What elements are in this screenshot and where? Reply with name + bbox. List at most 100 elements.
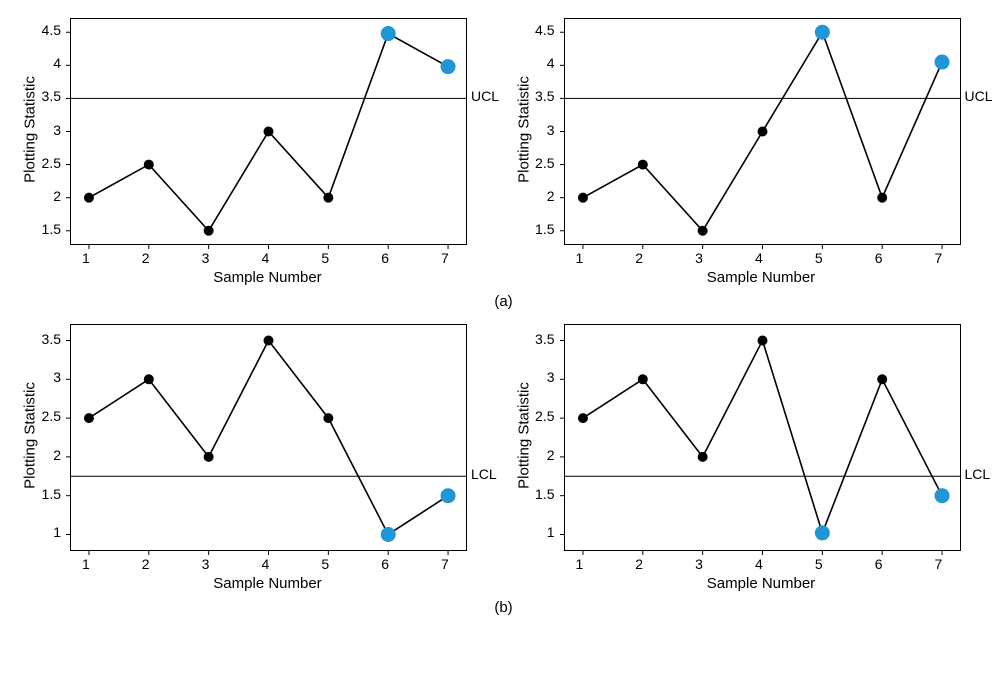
- plot-area: [564, 324, 961, 551]
- control-limit-label: LCL: [965, 466, 991, 482]
- y-tick-label: 3: [547, 369, 555, 385]
- x-tick-label: 6: [381, 556, 389, 572]
- x-axis-label: Sample Number: [70, 269, 465, 286]
- data-point: [638, 160, 647, 169]
- x-tick-label: 6: [875, 556, 883, 572]
- y-tick-label: 3: [53, 122, 61, 138]
- data-point: [698, 226, 707, 235]
- x-tick-label: 7: [441, 556, 449, 572]
- y-tick-label: 2: [547, 188, 555, 204]
- x-axis-label: Sample Number: [564, 575, 959, 592]
- row-caption: (a): [10, 293, 997, 310]
- x-tick-label: 4: [262, 250, 270, 266]
- x-tick-label: 5: [815, 250, 823, 266]
- data-point: [324, 193, 333, 202]
- data-point: [758, 127, 767, 136]
- control-limit-label: LCL: [471, 466, 497, 482]
- chart-panel-0-1: Plotting StatisticUCL12345671.522.533.54…: [504, 10, 998, 291]
- data-point: [381, 527, 395, 541]
- x-tick-label: 2: [142, 556, 150, 572]
- data-point: [578, 414, 587, 423]
- y-tick-label: 3.5: [531, 88, 555, 104]
- y-tick-label: 2.5: [37, 155, 61, 171]
- data-point: [84, 414, 93, 423]
- data-point: [144, 160, 153, 169]
- x-axis-label: Sample Number: [564, 269, 959, 286]
- y-tick-label: 2.5: [531, 408, 555, 424]
- y-tick-label: 2: [53, 188, 61, 204]
- control-limit-label: UCL: [965, 88, 993, 104]
- x-tick-label: 1: [575, 250, 583, 266]
- y-tick-label: 2.5: [37, 408, 61, 424]
- y-tick-label: 4: [53, 55, 61, 71]
- data-point: [324, 414, 333, 423]
- x-tick-label: 2: [635, 556, 643, 572]
- y-tick-label: 3: [53, 369, 61, 385]
- data-point: [935, 55, 949, 69]
- data-point: [877, 375, 886, 384]
- y-tick-label: 2: [547, 447, 555, 463]
- x-tick-label: 2: [635, 250, 643, 266]
- x-tick-label: 4: [755, 250, 763, 266]
- data-point: [578, 193, 587, 202]
- data-line: [582, 341, 941, 533]
- data-point: [935, 489, 949, 503]
- plot-area: [70, 18, 467, 245]
- y-axis-label: Plotting Statistic: [22, 69, 39, 189]
- y-tick-label: 3.5: [37, 88, 61, 104]
- y-tick-label: 1.5: [37, 221, 61, 237]
- data-point: [264, 127, 273, 136]
- chart-panel-1-1: Plotting StatisticLCL123456711.522.533.5…: [504, 316, 998, 597]
- data-point: [758, 336, 767, 345]
- x-tick-label: 3: [202, 556, 210, 572]
- chart-row-0: Plotting Statistic UCL 1 2 3 4 5 6 7 1.5 2 2.5 3 3.5 4…: [10, 10, 997, 291]
- y-tick-label: 2: [53, 447, 61, 463]
- x-tick-label: 5: [321, 556, 329, 572]
- data-point: [204, 452, 213, 461]
- y-tick-label: 4.5: [37, 22, 61, 38]
- y-axis-label: Plotting Statistic: [22, 375, 39, 495]
- x-tick-label: 7: [441, 250, 449, 266]
- chart-row-1: Plotting Statistic LCL 1 2 3 4 5 6 7 1 1.5 2 2.5 3 3.5…: [10, 316, 997, 597]
- chart-svg: [71, 325, 466, 550]
- x-tick-label: 5: [321, 250, 329, 266]
- y-tick-label: 1: [53, 524, 61, 540]
- chart-svg: [565, 325, 960, 550]
- data-point: [638, 375, 647, 384]
- x-tick-label: 1: [82, 556, 90, 572]
- data-point: [441, 489, 455, 503]
- y-tick-label: 1.5: [531, 221, 555, 237]
- control-chart-figure: Plotting Statistic UCL 1 2 3 4 5 6 7 1.5 2 2.5 3 3.5 4…: [10, 10, 997, 663]
- data-point: [698, 452, 707, 461]
- y-tick-label: 4.5: [531, 22, 555, 38]
- y-axis-label: Plotting Statistic: [515, 375, 532, 495]
- x-tick-label: 3: [202, 250, 210, 266]
- x-tick-label: 3: [695, 556, 703, 572]
- chart-panel-1-0: Plotting Statistic LCL 1 2 3 4 5 6 7 1 1.5 2 2.5 3 3.5…: [10, 316, 504, 597]
- y-tick-label: 2.5: [531, 155, 555, 171]
- chart-svg: [565, 19, 960, 244]
- data-point: [144, 375, 153, 384]
- y-tick-label: 3.5: [37, 331, 61, 347]
- y-tick-label: 1.5: [37, 486, 61, 502]
- x-tick-label: 7: [935, 556, 943, 572]
- chart-panel-0-0: Plotting StatisticUCL12345671.522.533.54…: [10, 10, 504, 291]
- x-axis-label: Sample Number: [70, 575, 465, 592]
- data-point: [877, 193, 886, 202]
- x-tick-label: 4: [262, 556, 270, 572]
- y-tick-label: 1: [547, 524, 555, 540]
- x-tick-label: 1: [82, 250, 90, 266]
- chart-svg: [71, 19, 466, 244]
- data-point: [815, 25, 829, 39]
- y-axis-label: Plotting Statistic: [515, 69, 532, 189]
- data-point: [264, 336, 273, 345]
- row-caption: (b): [10, 599, 997, 616]
- control-limit-label: UCL: [471, 88, 499, 104]
- plot-area: [564, 18, 961, 245]
- x-tick-label: 7: [935, 250, 943, 266]
- x-tick-label: 5: [815, 556, 823, 572]
- y-tick-label: 4: [547, 55, 555, 71]
- data-point: [441, 60, 455, 74]
- y-tick-label: 3.5: [531, 331, 555, 347]
- x-tick-label: 6: [875, 250, 883, 266]
